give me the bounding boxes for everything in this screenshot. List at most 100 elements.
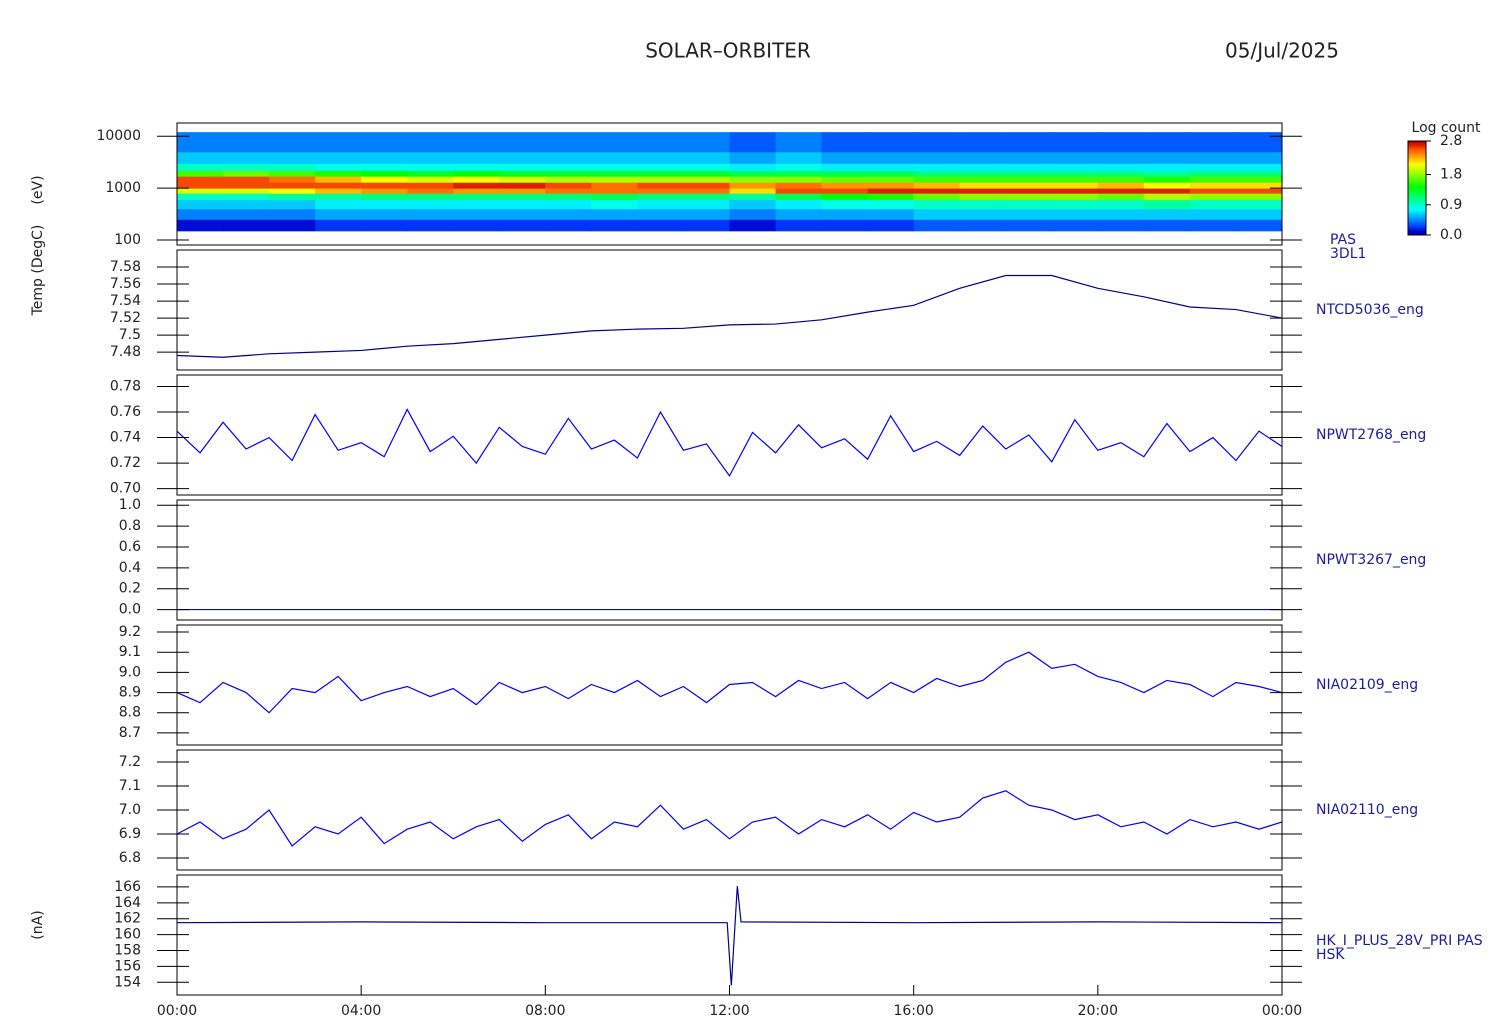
heat-cell <box>407 132 454 153</box>
heat-cell <box>959 182 1007 189</box>
heat-cell <box>1143 132 1191 153</box>
heat-cell <box>683 182 730 189</box>
heat-cell <box>637 219 684 232</box>
heat-cell <box>729 151 777 164</box>
heat-cell <box>821 170 869 177</box>
heat-cell <box>545 208 592 220</box>
colorbar-step <box>1408 231 1426 234</box>
heat-cell <box>591 132 638 153</box>
heat-cell <box>1235 170 1282 177</box>
heat-cell <box>683 132 730 153</box>
heat-cell <box>1189 199 1237 210</box>
heat-cell <box>1097 199 1145 210</box>
colorbar-step <box>1408 147 1426 150</box>
heat-cell <box>1189 170 1237 177</box>
heat-cell <box>1143 182 1191 189</box>
heat-cell <box>683 170 730 177</box>
heat-cell <box>1005 176 1053 183</box>
heat-cell <box>407 208 454 220</box>
heat-cell <box>315 163 362 171</box>
heat-cell <box>729 176 777 183</box>
heat-cell <box>775 208 823 220</box>
heat-cell <box>499 176 546 183</box>
heat-cell <box>821 151 869 164</box>
y-tick-label: 0.74 <box>110 430 141 446</box>
data-line <box>177 408 1282 477</box>
heat-cell <box>637 132 684 153</box>
heat-cell <box>453 188 500 194</box>
heat-cell <box>269 208 316 220</box>
y-tick-label: 0.2 <box>119 581 141 597</box>
heat-cell <box>545 170 592 177</box>
heat-cell <box>361 176 408 183</box>
heat-cell <box>269 193 316 201</box>
heat-cell <box>269 151 316 164</box>
heat-cell <box>499 163 546 171</box>
heat-cell <box>177 132 224 153</box>
heat-cell <box>683 193 730 201</box>
colorbar-step <box>1408 201 1426 204</box>
heat-cell <box>1005 193 1053 201</box>
heat-cell <box>775 132 823 153</box>
heat-cell <box>361 208 408 220</box>
heat-cell <box>315 170 362 177</box>
data-line <box>177 651 1282 714</box>
heat-cell <box>821 219 869 232</box>
heat-cell <box>591 208 638 220</box>
y-tick-label: 7.48 <box>110 344 141 360</box>
y-axis-label: (eV) <box>30 175 46 204</box>
heat-cell <box>913 163 961 171</box>
heat-cell <box>361 170 408 177</box>
heat-cell <box>1051 163 1099 171</box>
colorbar-label: 0.0 <box>1440 227 1462 243</box>
x-tick-label: 08:00 <box>525 1003 565 1019</box>
heat-cell <box>637 199 684 210</box>
heat-cell <box>361 199 408 210</box>
heat-cell <box>407 199 454 210</box>
heat-cell <box>177 208 224 220</box>
heat-cell <box>775 188 823 194</box>
chart-date: 05/Jul/2025 <box>1225 39 1339 63</box>
colorbar-step <box>1408 227 1426 230</box>
y-tick-label: 0.8 <box>119 518 141 534</box>
heat-cell <box>545 182 592 189</box>
colorbar-step <box>1408 175 1426 178</box>
heat-cell <box>1097 208 1145 220</box>
y-tick-label: 7.58 <box>110 259 141 275</box>
heat-cell <box>1189 176 1237 183</box>
heat-cell <box>545 151 592 164</box>
heat-cell <box>1235 208 1282 220</box>
colorbar-step <box>1408 183 1426 186</box>
heat-cell <box>913 208 961 220</box>
heat-cell <box>1143 208 1191 220</box>
heat-cell <box>729 182 777 189</box>
heat-cell <box>269 182 316 189</box>
heat-cell <box>867 182 915 189</box>
heat-cell <box>913 193 961 201</box>
colorbar-step <box>1408 165 1426 168</box>
heat-cell <box>1235 132 1282 153</box>
heat-cell <box>1189 182 1237 189</box>
y-tick-label: 6.8 <box>119 850 141 866</box>
heat-cell <box>545 163 592 171</box>
heat-cell <box>775 176 823 183</box>
y-tick-label: 8.7 <box>119 725 141 741</box>
heat-cell <box>223 182 270 189</box>
heat-cell <box>1051 188 1099 194</box>
heat-cell <box>269 199 316 210</box>
heat-cell <box>821 132 869 153</box>
heat-cell <box>867 170 915 177</box>
heat-cell <box>177 188 224 194</box>
heat-cell <box>545 199 592 210</box>
heat-cell <box>1051 176 1099 183</box>
y-tick-label: 6.9 <box>119 826 141 842</box>
heat-cell <box>591 193 638 201</box>
heat-cell <box>545 193 592 201</box>
heat-cell <box>1143 170 1191 177</box>
heat-cell <box>729 170 777 177</box>
y-tick-label: 9.1 <box>119 644 141 660</box>
x-tick-label: 12:00 <box>709 1003 749 1019</box>
heat-cell <box>407 163 454 171</box>
heat-cell <box>545 219 592 232</box>
colorbar-step <box>1408 157 1426 160</box>
